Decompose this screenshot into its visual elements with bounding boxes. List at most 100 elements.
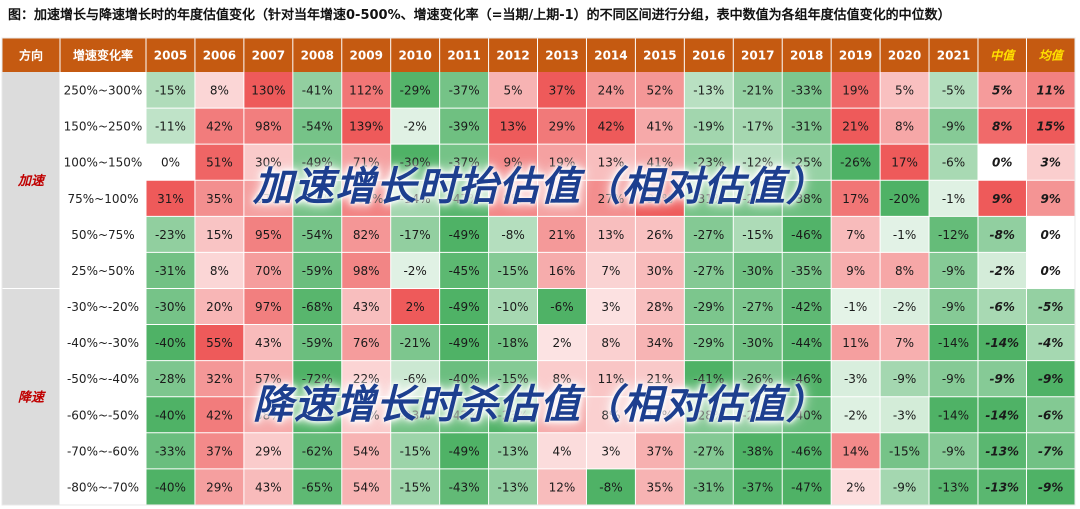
heat-cell [390, 108, 440, 145]
cell-value: -8% [990, 228, 1015, 242]
cell-value: -27% [693, 228, 724, 242]
cell-value: -40% [791, 408, 822, 422]
heat-cell [929, 468, 978, 505]
heat-cell [537, 216, 587, 253]
cell-value: -33% [155, 444, 186, 458]
cell-value: -37% [449, 84, 480, 98]
heat-cell [292, 468, 342, 505]
heat-cell [488, 72, 538, 109]
cell-value: -37% [449, 156, 480, 170]
heat-cell [488, 108, 538, 145]
heat-cell [341, 324, 391, 361]
cell-value: -17% [400, 228, 431, 242]
cell-value: -29% [400, 84, 431, 98]
cell-value: -46% [791, 228, 822, 242]
column-header: 2017 [741, 49, 774, 63]
heat-cell [194, 468, 244, 505]
heat-cell [733, 360, 783, 397]
cell-value: 82% [353, 228, 380, 242]
cell-value: -42% [449, 408, 480, 422]
column-header: 2014 [594, 49, 627, 63]
cell-value: -28% [693, 408, 724, 422]
heat-cell [243, 288, 293, 325]
heat-cell [831, 216, 881, 253]
cell-value: 7% [601, 264, 620, 278]
cell-value: -30% [742, 264, 773, 278]
heat-cell [194, 252, 244, 289]
heat-cell [684, 216, 734, 253]
heat-cell [880, 468, 930, 505]
heat-cell [1026, 72, 1075, 109]
cell-value: -40% [155, 336, 186, 350]
heat-cell [194, 108, 244, 145]
cell-value: 37% [206, 444, 233, 458]
cell-value: 41% [647, 156, 674, 170]
cell-value: 20% [206, 300, 233, 314]
cell-value: 8% [210, 84, 229, 98]
heat-cell [635, 180, 685, 217]
heat-cell [782, 468, 832, 505]
cell-value: -26% [840, 156, 871, 170]
cell-value: -18% [498, 336, 529, 350]
heat-cell [1026, 288, 1075, 325]
heat-cell [831, 432, 881, 469]
cell-value: -23% [498, 408, 529, 422]
cell-value: -44% [791, 336, 822, 350]
heat-cell [292, 216, 342, 253]
heat-cell [341, 468, 391, 505]
rate-cell [60, 324, 146, 361]
rate-cell [60, 108, 146, 145]
heat-cell [439, 72, 489, 109]
heat-cell [243, 360, 293, 397]
heat-cell [537, 108, 587, 145]
heat-cell [341, 72, 391, 109]
heat-cell [488, 432, 538, 469]
heat-cell [537, 468, 587, 505]
heat-cell [1026, 324, 1075, 361]
cell-value: -43% [449, 480, 480, 494]
heat-cell [977, 360, 1027, 397]
heat-cell [146, 144, 195, 181]
heat-cell [635, 108, 685, 145]
heat-cell [880, 180, 930, 217]
cell-value: 41% [647, 120, 674, 134]
column-header: 2021 [937, 49, 970, 63]
heat-cell [929, 288, 978, 325]
heat-cell [635, 288, 685, 325]
heat-cell [243, 108, 293, 145]
rate-cell [60, 468, 146, 505]
cell-value: 9% [504, 156, 523, 170]
cell-value: -13% [498, 480, 529, 494]
heat-cell [929, 108, 978, 145]
column-header: 2016 [692, 49, 725, 63]
heat-cell [243, 252, 293, 289]
heat-cell [537, 144, 587, 181]
cell-value: -14% [938, 336, 969, 350]
cell-value: 54% [353, 480, 380, 494]
cell-value: 8% [895, 120, 914, 134]
heat-cell [1026, 108, 1075, 145]
cell-value: 3% [1041, 156, 1061, 170]
cell-value: 21% [647, 372, 674, 386]
cell-value: -2% [403, 264, 426, 278]
heat-cell [146, 468, 195, 505]
heat-cell [341, 288, 391, 325]
cell-value: 54% [353, 444, 380, 458]
heat-cell [586, 432, 636, 469]
rate-cell [60, 180, 146, 217]
cell-value: 15% [206, 228, 233, 242]
heat-cell [880, 144, 930, 181]
heat-cell [243, 432, 293, 469]
cell-value: -47% [791, 480, 822, 494]
cell-value: 42% [206, 408, 233, 422]
cell-value: 37% [647, 444, 674, 458]
heat-cell [292, 252, 342, 289]
heat-cell [537, 324, 587, 361]
rate-cell [60, 216, 146, 253]
heat-cell [341, 144, 391, 181]
heat-cell [537, 180, 587, 217]
cell-value: -19% [693, 120, 724, 134]
heat-cell [1026, 216, 1075, 253]
heat-cell [635, 396, 685, 433]
